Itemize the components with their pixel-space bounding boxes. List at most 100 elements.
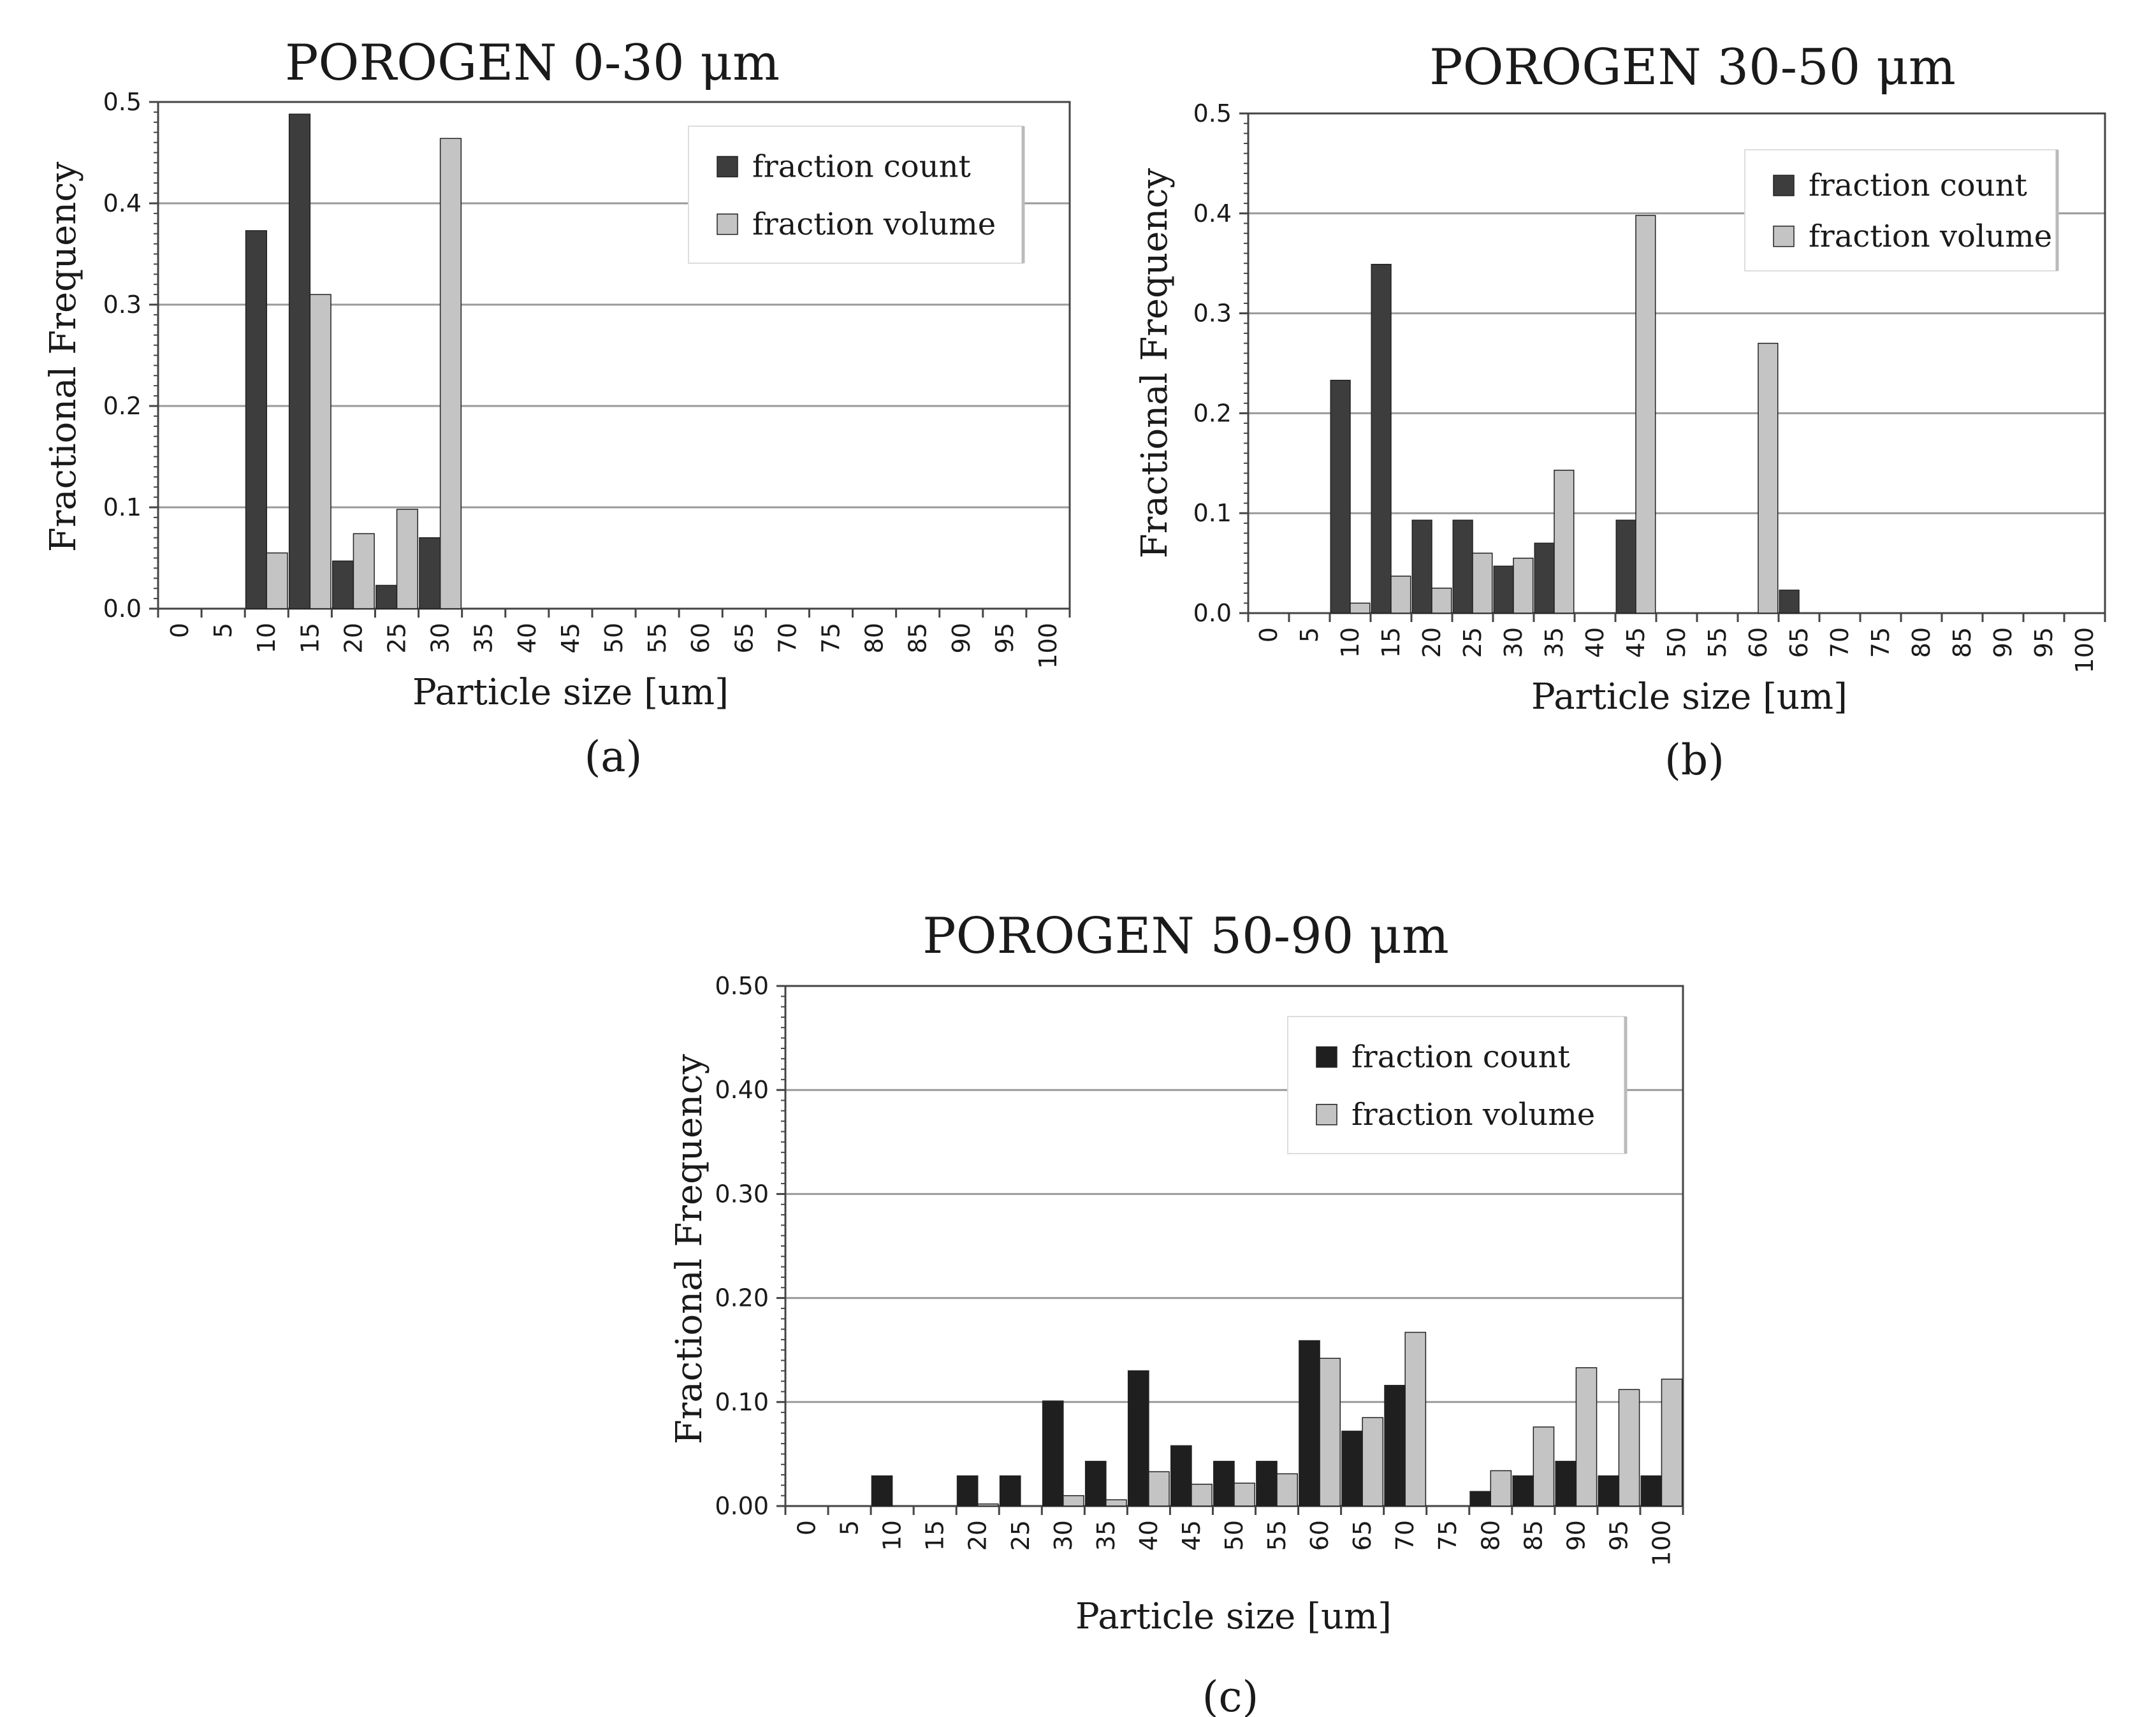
bar-fraction-count-95 <box>1598 1475 1620 1507</box>
bar-fraction-volume-35 <box>1554 470 1575 614</box>
bar-fraction-count-30 <box>419 537 441 609</box>
bar-fraction-count-65 <box>1779 590 1800 614</box>
bar-fraction-volume-90 <box>1575 1367 1598 1507</box>
bar-fraction-count-20 <box>1411 519 1432 614</box>
chart-title: POROGEN 50-90 μm <box>922 908 1449 965</box>
x-tick-label: 85 <box>1519 1520 1547 1551</box>
legend-label-fraction-count: fraction count <box>1809 168 2027 203</box>
bar-fraction-count-15 <box>288 113 311 609</box>
x-tick-label: 75 <box>1867 627 1895 658</box>
bar-fraction-volume-25 <box>396 509 418 609</box>
y-tick-label: 0.1 <box>103 493 142 521</box>
x-tick-label: 95 <box>2030 627 2058 658</box>
x-tick-label: 65 <box>1785 627 1813 658</box>
x-tick-label: 50 <box>1663 627 1691 658</box>
x-tick-label: 55 <box>643 623 671 653</box>
y-tick-label: 0.2 <box>1193 399 1232 427</box>
x-tick-label: 15 <box>296 623 324 653</box>
x-tick-label: 95 <box>1605 1520 1633 1551</box>
bar-fraction-count-30 <box>1042 1400 1064 1507</box>
x-tick-label: 25 <box>1007 1520 1035 1551</box>
x-tick-label: 10 <box>252 623 280 653</box>
bar-fraction-volume-10 <box>266 552 288 609</box>
plot-frame <box>1247 112 2106 614</box>
chart-panel-b: POROGEN 30-50 μm 0.0 0.1 0.2 0.3 0.4 0.5 0 5 10 15… <box>1134 39 2106 785</box>
bar-fraction-count-100 <box>1640 1475 1663 1507</box>
panel-caption: (b) <box>1664 735 1724 785</box>
x-tick-label: 35 <box>470 623 498 653</box>
chart-title: POROGEN 30-50 μm <box>1429 39 1956 96</box>
bar-fraction-volume-55 <box>1276 1473 1298 1507</box>
bar-fraction-count-25 <box>375 584 398 609</box>
y-tick-label: 0.1 <box>1193 499 1232 527</box>
x-tick-label: 60 <box>687 623 715 653</box>
x-tick-label: 90 <box>1562 1520 1590 1551</box>
chart-panel-a: POROGEN 0-30 μm 0.0 0.1 0.2 0.3 0.4 0.5 0 5 10 15 2… <box>43 34 1071 781</box>
bar-fraction-count-45 <box>1170 1445 1192 1507</box>
bar-fraction-volume-40 <box>1148 1471 1170 1507</box>
x-tick-label: 55 <box>1263 1520 1291 1551</box>
bar-fraction-count-55 <box>1256 1461 1278 1507</box>
legend-swatch-fraction-count <box>717 156 738 178</box>
bar-fraction-volume-15 <box>309 294 331 609</box>
bar-fraction-count-90 <box>1555 1461 1577 1507</box>
bar-fraction-count-35 <box>1084 1461 1107 1507</box>
x-tick-label: 70 <box>1826 627 1854 658</box>
bar-fraction-count-35 <box>1534 542 1555 614</box>
plot-frame <box>157 101 1071 610</box>
x-tick-label: 100 <box>1034 623 1062 669</box>
bar-fraction-volume-25 <box>1472 553 1493 614</box>
x-tick-label: 30 <box>1049 1520 1077 1551</box>
bar-fraction-count-20 <box>956 1475 979 1507</box>
legend-box <box>688 126 1024 264</box>
y-tick-label: 0.0 <box>1193 599 1232 627</box>
x-tick-label: 30 <box>1499 627 1527 658</box>
x-tick-label: 55 <box>1703 627 1731 658</box>
y-tick-label: 0.00 <box>715 1492 769 1520</box>
x-tick-label: 50 <box>1220 1520 1248 1551</box>
bar-fraction-count-10 <box>1330 379 1351 614</box>
bar-fraction-volume-95 <box>1618 1389 1640 1507</box>
y-tick-label: 0.5 <box>103 88 142 116</box>
x-tick-label: 95 <box>991 623 1019 653</box>
bar-fraction-volume-15 <box>1390 576 1411 614</box>
y-tick-label: 0.20 <box>715 1284 769 1312</box>
bar-fraction-count-45 <box>1615 519 1636 614</box>
x-axis-label: Particle size [um] <box>412 672 729 713</box>
x-tick-label: 100 <box>1647 1520 1675 1567</box>
bar-fraction-count-20 <box>331 560 354 609</box>
bar-fraction-count-70 <box>1384 1384 1406 1507</box>
bar-fraction-volume-20 <box>353 533 375 609</box>
y-tick-label: 0.30 <box>715 1180 769 1208</box>
bar-fraction-count-25 <box>999 1475 1021 1507</box>
bar-fraction-volume-30 <box>1513 558 1534 614</box>
legend: fraction count fraction volume <box>1287 1016 1628 1154</box>
x-tick-label: 70 <box>773 623 801 653</box>
y-axis-label: Fractional Frequency <box>669 1054 710 1444</box>
y-tick-label: 0.0 <box>103 595 142 623</box>
bar-fraction-volume-65 <box>1362 1417 1384 1507</box>
bar-fraction-count-85 <box>1512 1475 1534 1507</box>
x-tick-label: 90 <box>947 623 975 653</box>
panel-caption: (a) <box>585 732 643 781</box>
bar-fraction-volume-10 <box>1350 602 1371 614</box>
y-tick-label: 0.4 <box>103 189 142 217</box>
legend-swatch-fraction-count <box>1773 175 1795 196</box>
chart-title: POROGEN 0-30 μm <box>285 34 780 92</box>
x-tick-label: 25 <box>383 623 411 653</box>
x-tick-label: 80 <box>1476 1520 1504 1551</box>
x-tick-label: 5 <box>836 1520 864 1535</box>
x-tick-label: 10 <box>1336 627 1364 658</box>
y-axis-label: Fractional Frequency <box>43 161 84 552</box>
legend-swatch-fraction-volume <box>1316 1104 1337 1126</box>
bar-fraction-volume-80 <box>1490 1470 1512 1507</box>
bar-fraction-count-50 <box>1213 1461 1235 1507</box>
x-tick-label: 40 <box>513 623 541 653</box>
bar-fraction-volume-45 <box>1191 1483 1213 1507</box>
x-tick-label: 30 <box>426 623 455 653</box>
bar-fraction-count-15 <box>1371 264 1392 614</box>
x-tick-label: 25 <box>1459 627 1487 658</box>
y-tick-label: 0.2 <box>103 392 142 420</box>
legend-box <box>1287 1016 1626 1154</box>
x-tick-label: 70 <box>1391 1520 1419 1551</box>
